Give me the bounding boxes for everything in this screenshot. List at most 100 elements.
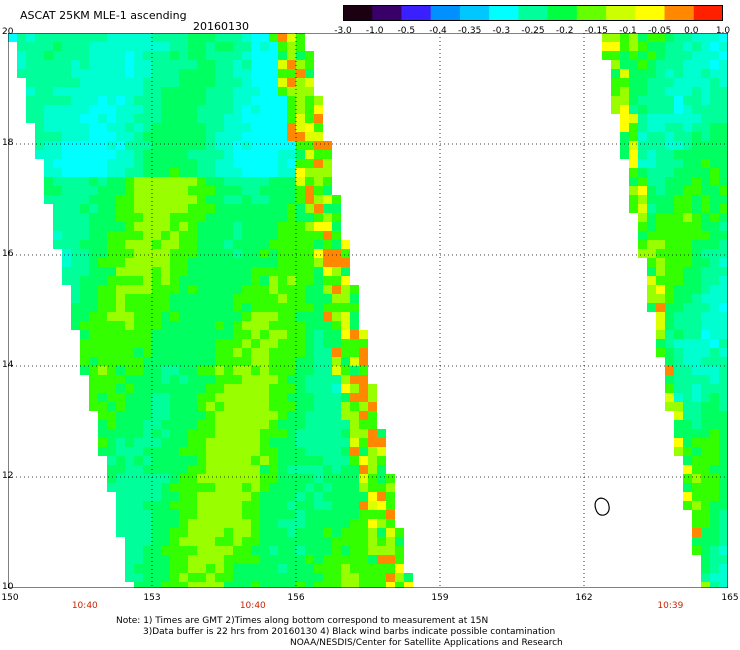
swath-cell (152, 474, 161, 483)
swath-cell (278, 348, 287, 357)
swath-cell (665, 402, 674, 411)
swath-cell (143, 393, 152, 402)
swath-cell (125, 312, 134, 321)
swath-cell (359, 546, 368, 555)
swath-cell (143, 555, 152, 564)
swath-cell (44, 60, 53, 69)
swath-cell (692, 510, 701, 519)
swath-cell (233, 258, 242, 267)
swath-cell (287, 105, 296, 114)
swath-cell (80, 141, 89, 150)
swath-cell (107, 123, 116, 132)
swath-cell (206, 204, 215, 213)
swath-cell (611, 69, 620, 78)
swath-cell (179, 474, 188, 483)
swath-cell (152, 150, 161, 159)
swath-cell (359, 402, 368, 411)
swath-cell (188, 330, 197, 339)
swath-cell (683, 168, 692, 177)
swath-cell (350, 366, 359, 375)
swath-cell (278, 204, 287, 213)
swath-cell (332, 510, 341, 519)
swath-cell (341, 240, 350, 249)
swath-cell (242, 96, 251, 105)
colorbar (343, 5, 723, 21)
swath-cell (44, 132, 53, 141)
swath-cell (170, 267, 179, 276)
swath-cell (332, 348, 341, 357)
swath-cell (188, 456, 197, 465)
swath-cell (692, 465, 701, 474)
swath-cell (125, 249, 134, 258)
swath-cell (287, 195, 296, 204)
swath-cell (269, 339, 278, 348)
swath-cell (125, 123, 134, 132)
swath-cell (359, 501, 368, 510)
swath-cell (602, 33, 611, 42)
swath-cell (107, 132, 116, 141)
swath-cell (710, 276, 719, 285)
swath-cell (332, 519, 341, 528)
swath-cell (278, 429, 287, 438)
swath-cell (323, 483, 332, 492)
swath-cell (332, 312, 341, 321)
swath-cell (305, 159, 314, 168)
swath-cell (305, 555, 314, 564)
swath-cell (341, 384, 350, 393)
swath-cell (656, 249, 665, 258)
swath-cell (692, 375, 701, 384)
swath-cell (692, 483, 701, 492)
swath-cell (233, 267, 242, 276)
swath-cell (53, 150, 62, 159)
swath-cell (278, 42, 287, 51)
swath-cell (197, 132, 206, 141)
swath-cell (692, 78, 701, 87)
swath-cell (134, 393, 143, 402)
swath-cell (242, 393, 251, 402)
swath-cell (251, 240, 260, 249)
swath-cell (206, 267, 215, 276)
swath-cell (692, 330, 701, 339)
swath-cell (215, 465, 224, 474)
swath-cell (143, 564, 152, 573)
swath-cell (665, 51, 674, 60)
swath-cell (323, 438, 332, 447)
swath-cell (224, 528, 233, 537)
colorbar-tick-label: -0.05 (648, 26, 672, 36)
swath-cell (719, 213, 728, 222)
swath-cell (719, 177, 728, 186)
swath-cell (44, 159, 53, 168)
swath-cell (278, 519, 287, 528)
swath-cell (278, 258, 287, 267)
swath-cell (233, 474, 242, 483)
swath-cell (242, 276, 251, 285)
swath-cell (332, 492, 341, 501)
swath-cell (710, 78, 719, 87)
swath-cell (350, 528, 359, 537)
swath-cell (188, 213, 197, 222)
swath-cell (116, 267, 125, 276)
swath-cell (215, 384, 224, 393)
swath-cell (170, 420, 179, 429)
swath-cell (98, 384, 107, 393)
swath-cell (683, 267, 692, 276)
swath-cell (188, 69, 197, 78)
swath-cell (665, 285, 674, 294)
swath-cell (134, 195, 143, 204)
swath-cell (242, 456, 251, 465)
swath-cell (80, 222, 89, 231)
swath-cell (719, 483, 728, 492)
swath-cell (350, 546, 359, 555)
swath-cell (242, 339, 251, 348)
swath-cell (323, 303, 332, 312)
swath-cell (251, 177, 260, 186)
swath-cell (296, 564, 305, 573)
swath-cell (692, 96, 701, 105)
swath-cell (701, 339, 710, 348)
swath-cell (701, 141, 710, 150)
swath-cell (656, 132, 665, 141)
swath-cell (215, 582, 224, 588)
swath-cell (305, 222, 314, 231)
swath-cell (161, 465, 170, 474)
swath-cell (188, 60, 197, 69)
